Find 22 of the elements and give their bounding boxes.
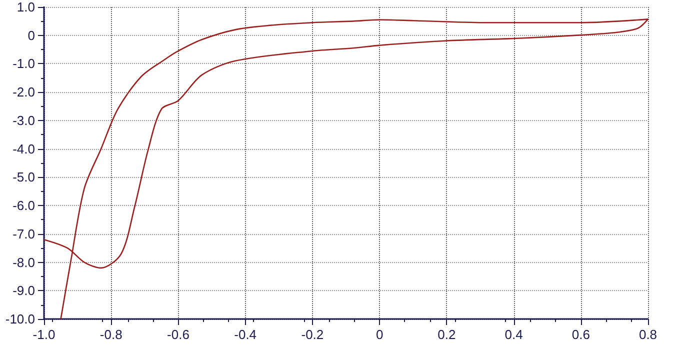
- x-tick-label: 0.4: [504, 327, 523, 342]
- y-tick-label: -3.0: [12, 112, 35, 128]
- x-tick-label: -0.6: [167, 327, 190, 342]
- x-tick-label: -0.4: [234, 327, 257, 342]
- x-tick-label: -1.0: [32, 327, 56, 342]
- y-tick-label: -5.0: [12, 170, 35, 185]
- y-tick-label: -4.0: [12, 141, 35, 156]
- y-tick-label: -10.0: [5, 312, 35, 326]
- y-tick-label: -9.0: [12, 283, 35, 298]
- y-tick-label: 0: [28, 28, 35, 43]
- x-tick-label: -0.2: [301, 327, 324, 342]
- y-tick-label: -1.0: [12, 56, 35, 72]
- y-tick-label: -7.0: [12, 226, 35, 242]
- x-tick-label: 0.6: [572, 327, 590, 342]
- x-tick-label: 0.8: [638, 327, 658, 342]
- x-tick-label: 0: [376, 327, 384, 342]
- x-tick-label: 0.2: [438, 327, 456, 342]
- y-tick-label: -8.0: [12, 254, 35, 270]
- y-tick-label: -6.0: [12, 198, 35, 214]
- y-tick-label: -2.0: [12, 84, 35, 100]
- y-tick-label: 1.0: [16, 0, 35, 14]
- x-tick-label: -0.8: [100, 327, 122, 342]
